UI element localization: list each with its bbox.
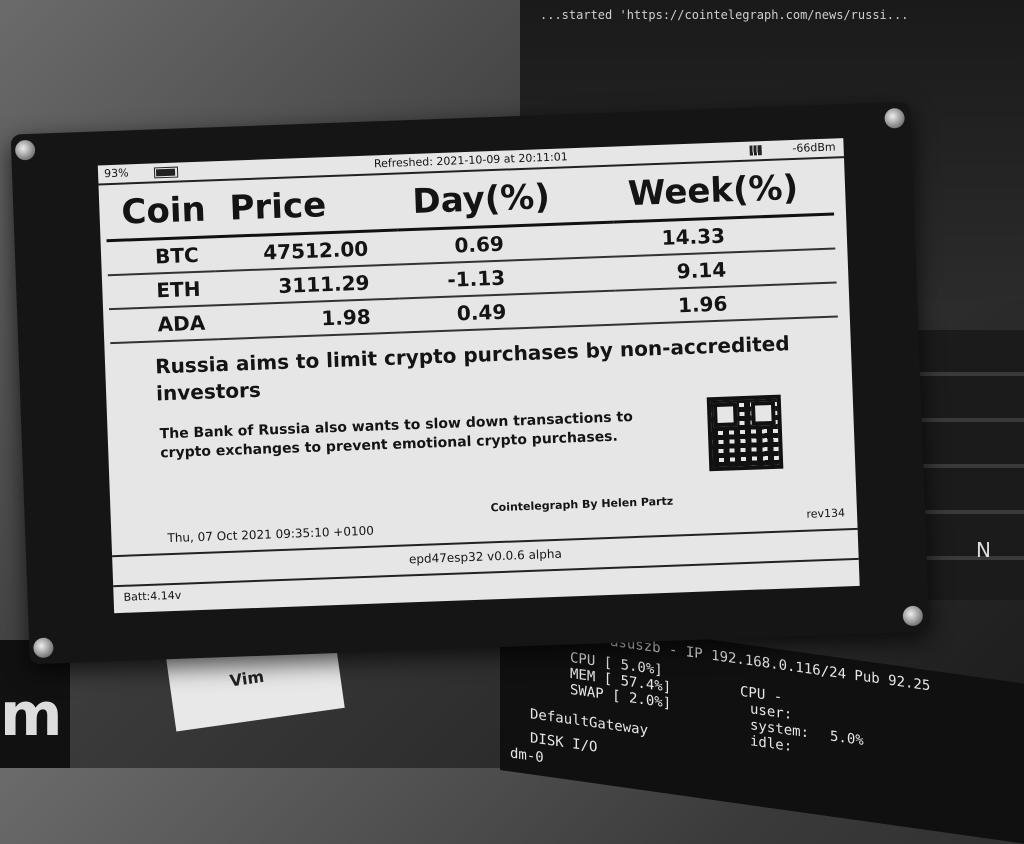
letter-sticker-label: m	[0, 680, 63, 750]
terminal-window: asuszb - IP 192.168.0.116/24 Pub 92.25 C…	[500, 610, 1024, 844]
news-summary: The Bank of Russia also wants to slow do…	[159, 409, 634, 462]
screw-icon	[884, 107, 905, 129]
keyboard-key: N	[976, 538, 991, 562]
header-day: Day(%)	[395, 170, 614, 231]
qr-code-icon	[706, 394, 784, 472]
coin-cell: BTC	[106, 236, 216, 276]
price-table: Coin Price Day(%) Week(%) BTC 47512.00 0…	[104, 162, 838, 345]
price-cell: 1.98	[217, 298, 402, 340]
revision-label: rev134	[806, 506, 846, 521]
week-cell: 1.96	[615, 282, 838, 325]
terminal-line: dm-0	[510, 745, 544, 767]
terminal-title: ...started 'https://cointelegraph.com/ne…	[540, 8, 909, 22]
screw-icon	[33, 637, 54, 659]
news-date: Thu, 07 Oct 2021 09:35:10 +0100	[167, 523, 375, 546]
screw-icon	[14, 139, 36, 161]
laptop-keyboard: N	[910, 330, 1024, 600]
coin-cell: ADA	[109, 305, 219, 344]
signal-strength: -66dBm	[792, 140, 836, 156]
coin-cell: ETH	[107, 271, 218, 310]
screw-icon	[902, 605, 924, 627]
day-cell: 0.49	[400, 290, 617, 333]
vim-sticker-label: Vim	[228, 666, 266, 691]
news-author: Cointelegraph By Helen Partz	[490, 494, 674, 515]
epaper-device: 93% Refreshed: 2021-10-09 at 20:11:01 -6…	[10, 101, 930, 665]
header-week: Week(%)	[611, 162, 835, 223]
header-price: Price	[212, 178, 398, 237]
wifi-signal-icon	[749, 145, 762, 156]
terminal-line: 5.0%	[830, 728, 864, 750]
battery-voltage: Batt:4.14v	[123, 588, 182, 604]
epaper-screen: 93% Refreshed: 2021-10-09 at 20:11:01 -6…	[97, 138, 860, 614]
header-coin: Coin	[104, 185, 215, 241]
news-headline: Russia aims to limit crypto purchases by…	[154, 331, 790, 406]
